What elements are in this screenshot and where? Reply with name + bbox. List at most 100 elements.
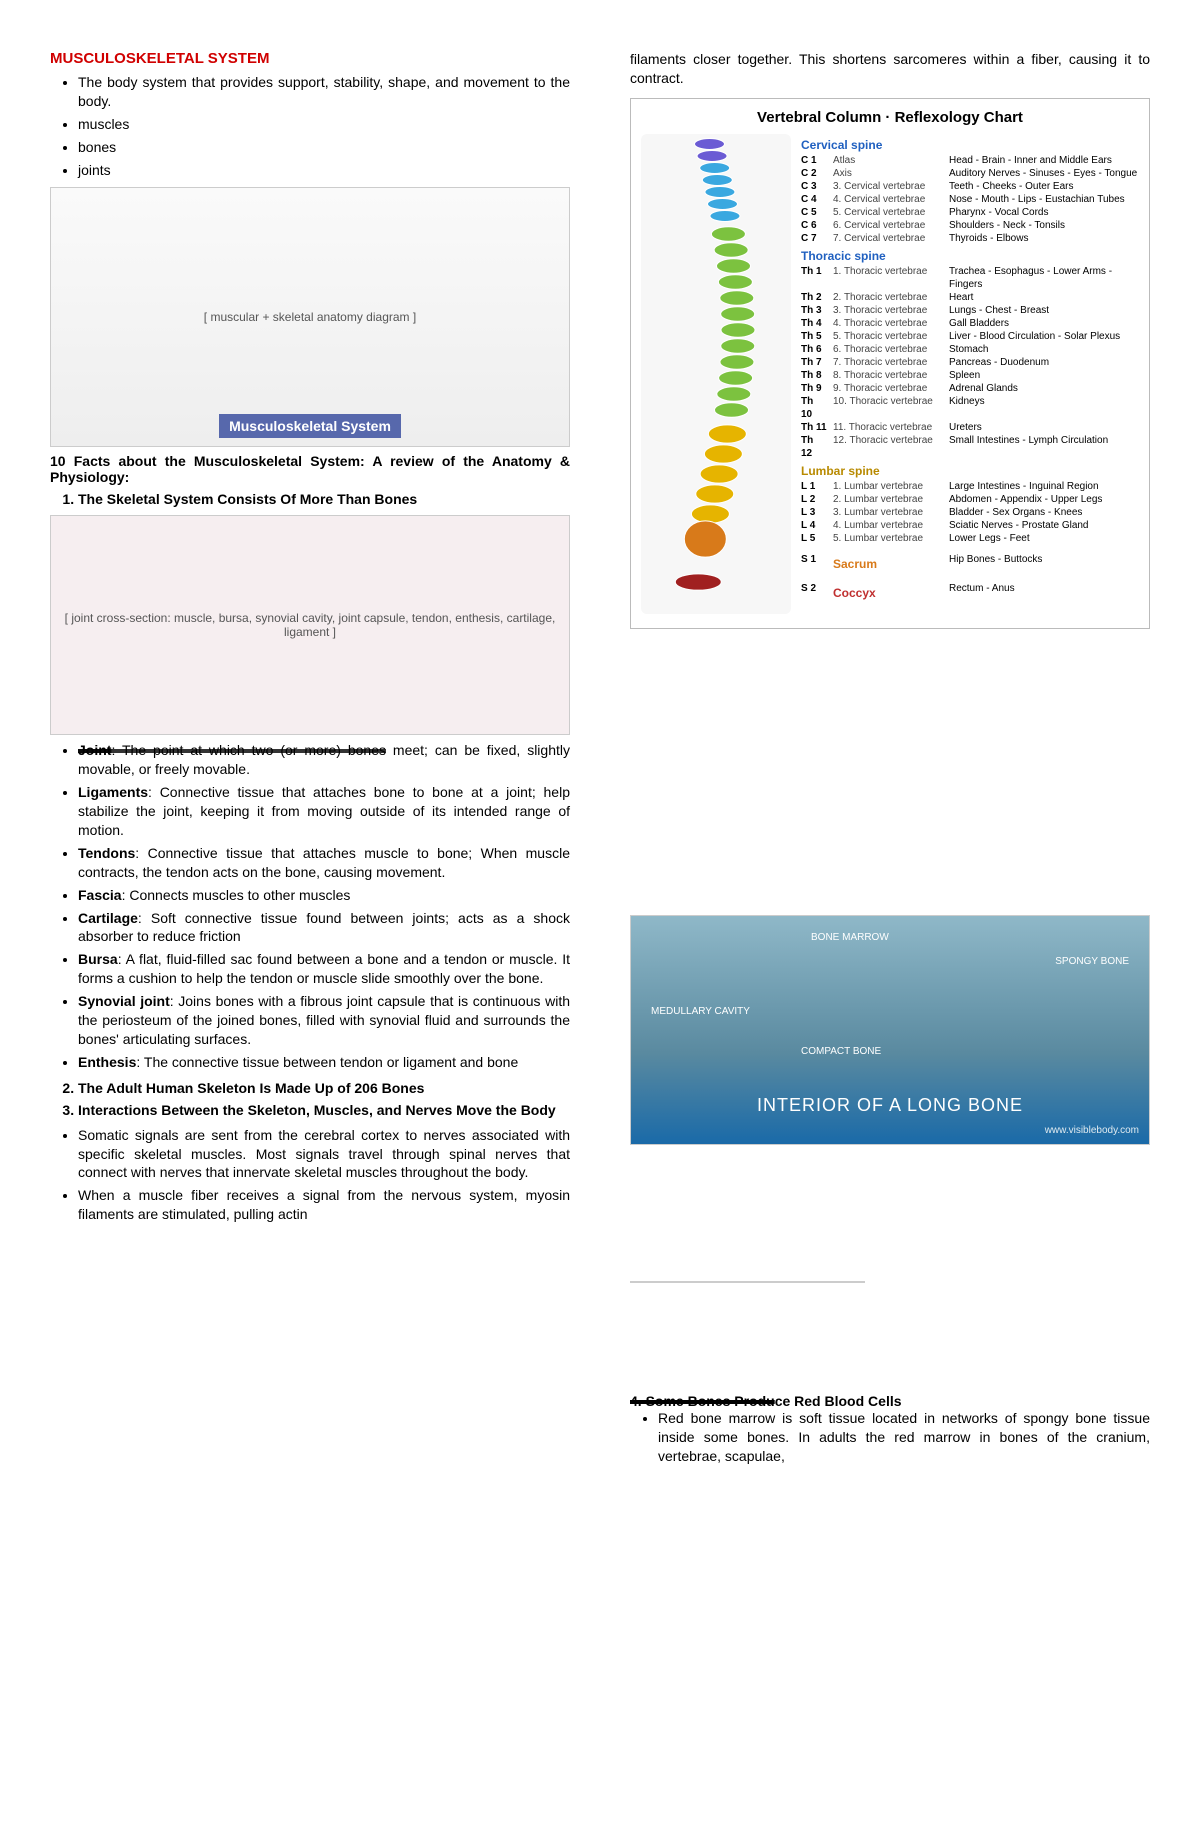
vert-label: 8. Thoracic vertebrae <box>833 369 943 382</box>
vert-desc: Liver - Blood Circulation - Solar Plexus <box>949 330 1139 343</box>
definition-term: Synovial joint <box>78 993 170 1009</box>
vert-label: 4. Thoracic vertebrae <box>833 317 943 330</box>
vert-desc: Sciatic Nerves - Prostate Gland <box>949 519 1139 532</box>
vert-row: Th 11. Thoracic vertebraeTrachea - Esoph… <box>801 265 1139 291</box>
vert-desc: Lower Legs - Feet <box>949 532 1139 545</box>
fact3-bullet: Somatic signals are sent from the cerebr… <box>78 1126 570 1183</box>
somatic-title: SOMATIC PATHWAYS <box>881 1244 1061 1262</box>
vert-row: Th 1111. Thoracic vertebraeUreters <box>801 421 1139 434</box>
vert-row: Th 1212. Thoracic vertebraeSmall Intesti… <box>801 434 1139 460</box>
bone-figure-title: INTERIOR OF A LONG BONE <box>631 1095 1149 1116</box>
fact-3: Interactions Between the Skeleton, Muscl… <box>78 1102 570 1118</box>
definition-item: Tendons: Connective tissue that attaches… <box>78 844 570 882</box>
definition-item: Bursa: A flat, fluid-filled sac found be… <box>78 950 570 988</box>
vert-code: C 1 <box>801 154 827 167</box>
vert-label: 5. Lumbar vertebrae <box>833 532 943 545</box>
vert-desc: Large Intestines - Inguinal Region <box>949 480 1139 493</box>
vert-label: Atlas <box>833 154 943 167</box>
vert-desc: Thyroids - Elbows <box>949 232 1139 245</box>
vert-row: Th 77. Thoracic vertebraePancreas - Duod… <box>801 356 1139 369</box>
fact-4-rest: ce Red Blood Cells <box>775 1393 902 1409</box>
vert-row: Th 88. Thoracic vertebraeSpleen <box>801 369 1139 382</box>
fact4-bullets: Red bone marrow is soft tissue located i… <box>630 1409 1150 1466</box>
vert-code: Th 11 <box>801 421 827 434</box>
vert-desc: Abdomen - Appendix - Upper Legs <box>949 493 1139 506</box>
vert-row: C 55. Cervical vertebraePharynx - Vocal … <box>801 206 1139 219</box>
vertebral-chart: Vertebral Column · Reflexology Chart Cer… <box>630 98 1150 629</box>
definition-item: Ligaments: Connective tissue that attach… <box>78 783 570 840</box>
vert-code: C 4 <box>801 193 827 206</box>
vert-code: L 3 <box>801 506 827 519</box>
vert-code: L 2 <box>801 493 827 506</box>
vert-desc: Rectum - Anus <box>949 582 1139 604</box>
vert-code: Th 10 <box>801 395 827 421</box>
vert-label: Axis <box>833 167 943 180</box>
vert-section-title: Lumbar spine <box>801 464 1139 478</box>
vert-desc: Teeth - Cheeks - Outer Ears <box>949 180 1139 193</box>
left-column: MUSCULOSKELETAL SYSTEM The body system t… <box>50 50 570 1473</box>
definition-text: : Connective tissue that attaches bone t… <box>78 784 570 838</box>
definition-text: : A flat, fluid-filled sac found between… <box>78 951 570 986</box>
vert-code: C 2 <box>801 167 827 180</box>
intro-bullet: joints <box>78 161 570 180</box>
vert-row: Th 66. Thoracic vertebraeStomach <box>801 343 1139 356</box>
fact3-bullet: When a muscle fiber receives a signal fr… <box>78 1186 570 1224</box>
fact-list-2-3: The Adult Human Skeleton Is Made Up of 2… <box>50 1080 570 1118</box>
vert-row: C 77. Cervical vertebraeThyroids - Elbow… <box>801 232 1139 245</box>
definition-text: : Soft connective tissue found between j… <box>78 910 570 945</box>
spine-illustration <box>641 134 791 614</box>
vert-row: C 1 Atlas Head - Brain - Inner and Middle … <box>801 154 1139 167</box>
vert-row: C 2AxisAuditory Nerves - Sinuses - Eyes … <box>801 167 1139 180</box>
vert-desc: Ureters <box>949 421 1139 434</box>
vert-section-title: Sacrum <box>833 557 943 573</box>
vert-desc: Gall Bladders <box>949 317 1139 330</box>
vert-code: C 5 <box>801 206 827 219</box>
intro-bullet: The body system that provides support, s… <box>78 73 570 111</box>
bone-label: BONE MARROW <box>811 932 889 943</box>
somatic-label: 3. MUSCLE INNERVATION <box>1030 1382 1140 1387</box>
ten-facts-intro: 10 Facts about the Musculoskeletal Syste… <box>50 453 570 485</box>
long-bone-figure: BONE MARROW SPONGY BONE MEDULLARY CAVITY… <box>630 915 1150 1145</box>
vert-row: L 44. Lumbar vertebraeSciatic Nerves - P… <box>801 519 1139 532</box>
vert-label: 10. Thoracic vertebrae <box>833 395 943 421</box>
vert-desc: Small Intestines - Lymph Circulation <box>949 434 1139 460</box>
figure-caption: Musculoskeletal System <box>219 414 401 438</box>
vert-row: C 66. Cervical vertebraeShoulders - Neck… <box>801 219 1139 232</box>
vert-desc: Heart <box>949 291 1139 304</box>
definition-item: Fascia: Connects muscles to other muscle… <box>78 886 570 905</box>
vert-code: Th 3 <box>801 304 827 317</box>
definition-text: : The connective tissue between tendon o… <box>136 1054 518 1070</box>
vert-desc: Bladder - Sex Organs - Knees <box>949 506 1139 519</box>
definition-term: Fascia <box>78 887 122 903</box>
vert-section-title: Cervical spine <box>801 138 1139 152</box>
vert-code: Th 7 <box>801 356 827 369</box>
vert-section-title: Coccyx <box>833 586 943 602</box>
vert-label: 9. Thoracic vertebrae <box>833 382 943 395</box>
somatic-label: 2. SPINAL NERVES <box>1059 1352 1140 1362</box>
definition-term: Enthesis <box>78 1054 136 1070</box>
fact3-bullets: Somatic signals are sent from the cerebr… <box>50 1126 570 1224</box>
intro-bullet: bones <box>78 138 570 157</box>
fact4-bullet: Red bone marrow is soft tissue located i… <box>658 1409 1150 1466</box>
vert-desc: Shoulders - Neck - Tonsils <box>949 219 1139 232</box>
vert-label: 1. Lumbar vertebrae <box>833 480 943 493</box>
vert-desc: Pharynx - Vocal Cords <box>949 206 1139 219</box>
intro-bullet-list: The body system that provides support, s… <box>50 73 570 179</box>
definition-text: : Connective tissue that attaches muscle… <box>78 845 570 880</box>
bone-figure-url: www.visiblebody.com <box>1045 1125 1139 1136</box>
vert-row: Th 55. Thoracic vertebraeLiver - Blood C… <box>801 330 1139 343</box>
vert-desc: Head - Brain - Inner and Middle Ears <box>949 154 1139 167</box>
vert-code: S 2 <box>801 582 827 604</box>
definition-item: Enthesis: The connective tissue between … <box>78 1053 570 1072</box>
vert-code: S 1 <box>801 553 827 575</box>
vert-row: L 11. Lumbar vertebraeLarge Intestines -… <box>801 480 1139 493</box>
vert-code: Th 9 <box>801 382 827 395</box>
continuation-paragraph: filaments closer together. This shortens… <box>630 50 1150 88</box>
vert-label: 5. Thoracic vertebrae <box>833 330 943 343</box>
vert-code: C 3 <box>801 180 827 193</box>
main-title: MUSCULOSKELETAL SYSTEM <box>50 50 570 67</box>
definition-term: Cartilage <box>78 910 138 926</box>
vert-code: C 7 <box>801 232 827 245</box>
musculoskeletal-figure: [ muscular + skeletal anatomy diagram ] … <box>50 187 570 447</box>
definition-item: Cartilage: Soft connective tissue found … <box>78 909 570 947</box>
